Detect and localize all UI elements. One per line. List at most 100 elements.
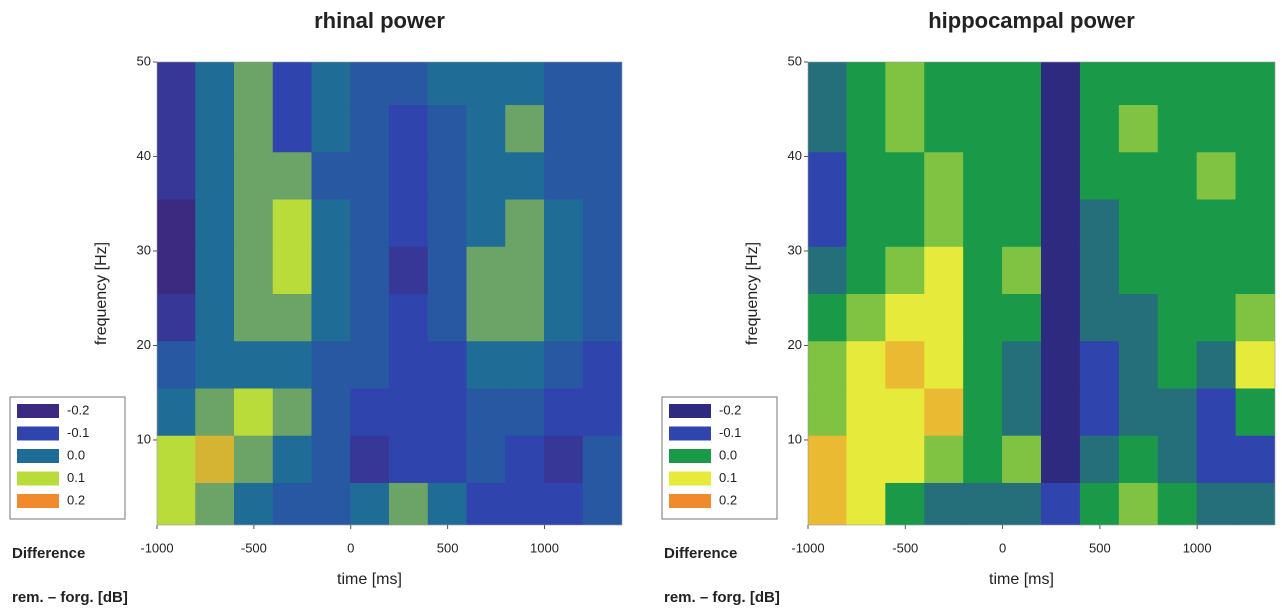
heat-cell xyxy=(1041,293,1081,342)
heat-cell xyxy=(544,481,584,525)
heat-cell xyxy=(195,387,235,436)
heat-cell xyxy=(195,151,235,200)
legend-swatch xyxy=(669,426,711,441)
legend-label: -0.2 xyxy=(67,402,89,417)
heat-cell xyxy=(389,104,429,153)
legend-label: 0.0 xyxy=(67,447,85,462)
heat-cell xyxy=(544,245,584,294)
heat-cell xyxy=(505,151,545,200)
heat-cell xyxy=(505,434,545,483)
heat-cell xyxy=(1196,245,1237,294)
heat-cell xyxy=(544,62,584,106)
heat-cell xyxy=(1118,198,1159,247)
heat-cell xyxy=(924,387,965,436)
heat-cell xyxy=(1157,198,1198,247)
heat-cell xyxy=(1196,387,1237,436)
heat-cell xyxy=(234,151,274,200)
heat-cell xyxy=(1079,198,1120,247)
heat-cell xyxy=(466,198,507,247)
x-tick-label: 500 xyxy=(437,540,459,555)
heat-cell xyxy=(157,151,197,200)
heat-cell xyxy=(466,387,507,436)
heat-cell xyxy=(582,245,622,294)
heat-cell xyxy=(582,293,622,342)
heat-cell xyxy=(582,104,622,153)
heat-cell xyxy=(885,151,926,200)
heat-cell xyxy=(963,245,1004,294)
heat-cell xyxy=(427,151,468,200)
heat-cell xyxy=(427,198,468,247)
heat-cell xyxy=(466,434,507,483)
heat-cell xyxy=(885,387,926,436)
heat-cell xyxy=(311,245,352,294)
heat-cell xyxy=(1002,293,1042,342)
heat-cell xyxy=(963,340,1004,389)
heat-cell xyxy=(466,245,507,294)
heat-cell xyxy=(350,245,390,294)
legend-label: 0.1 xyxy=(719,470,737,485)
heat-cell xyxy=(544,340,584,389)
heatmap xyxy=(808,62,1275,525)
x-tick-label: 0 xyxy=(347,540,354,555)
heat-cell xyxy=(1235,62,1275,106)
heat-cell xyxy=(272,245,313,294)
heat-cell xyxy=(505,104,545,153)
heat-cell xyxy=(505,293,545,342)
heat-cell xyxy=(311,62,352,106)
heat-cell xyxy=(1041,151,1081,200)
heat-cell xyxy=(272,481,313,525)
heat-cell xyxy=(1118,245,1159,294)
chart-title: hippocampal power xyxy=(928,8,1135,33)
heat-cell xyxy=(582,62,622,106)
heat-cell xyxy=(808,198,848,247)
heat-cell xyxy=(582,198,622,247)
heat-cell xyxy=(544,104,584,153)
heat-cell xyxy=(466,104,507,153)
heat-cell xyxy=(963,387,1004,436)
heat-cell xyxy=(1079,387,1120,436)
legend-swatch xyxy=(17,449,59,463)
heat-cell xyxy=(195,293,235,342)
heat-cell xyxy=(1196,104,1237,153)
heat-cell xyxy=(924,340,965,389)
heat-cell xyxy=(1157,481,1198,525)
x-tick-label: -1000 xyxy=(791,540,824,555)
heat-cell xyxy=(544,198,584,247)
y-axis-label: frequency [Hz] xyxy=(93,242,110,345)
legend-swatch xyxy=(17,494,59,508)
heat-cell xyxy=(1235,245,1275,294)
heat-cell xyxy=(234,104,274,153)
heat-cell xyxy=(1235,293,1275,342)
heat-cell xyxy=(1041,387,1081,436)
heat-cell xyxy=(505,481,545,525)
heat-cell xyxy=(963,198,1004,247)
heat-cell xyxy=(1118,104,1159,153)
heat-cell xyxy=(195,434,235,483)
heat-cell xyxy=(846,293,887,342)
heat-cell xyxy=(808,387,848,436)
heat-cell xyxy=(808,434,848,483)
heat-cell xyxy=(808,293,848,342)
heat-cell xyxy=(234,198,274,247)
x-tick-label: -500 xyxy=(241,540,267,555)
heat-cell xyxy=(350,340,390,389)
heat-cell xyxy=(427,481,468,525)
y-tick-label: 30 xyxy=(788,242,802,257)
heat-cell xyxy=(195,198,235,247)
heat-cell xyxy=(544,434,584,483)
y-tick-label: 50 xyxy=(788,53,802,68)
heat-cell xyxy=(350,434,390,483)
heat-cell xyxy=(808,151,848,200)
heat-cell xyxy=(1235,151,1275,200)
heat-cell xyxy=(1157,151,1198,200)
heat-cell xyxy=(195,62,235,106)
heat-cell xyxy=(924,198,965,247)
heat-cell xyxy=(885,340,926,389)
heat-cell xyxy=(924,245,965,294)
heat-cell xyxy=(1196,481,1237,525)
legend-subtitle: rem. – forg. [dB] xyxy=(12,589,128,606)
legend-label: 0.2 xyxy=(719,492,737,507)
legend-label: -0.2 xyxy=(719,402,741,417)
heat-cell xyxy=(1079,245,1120,294)
y-tick-label: 50 xyxy=(137,53,151,68)
